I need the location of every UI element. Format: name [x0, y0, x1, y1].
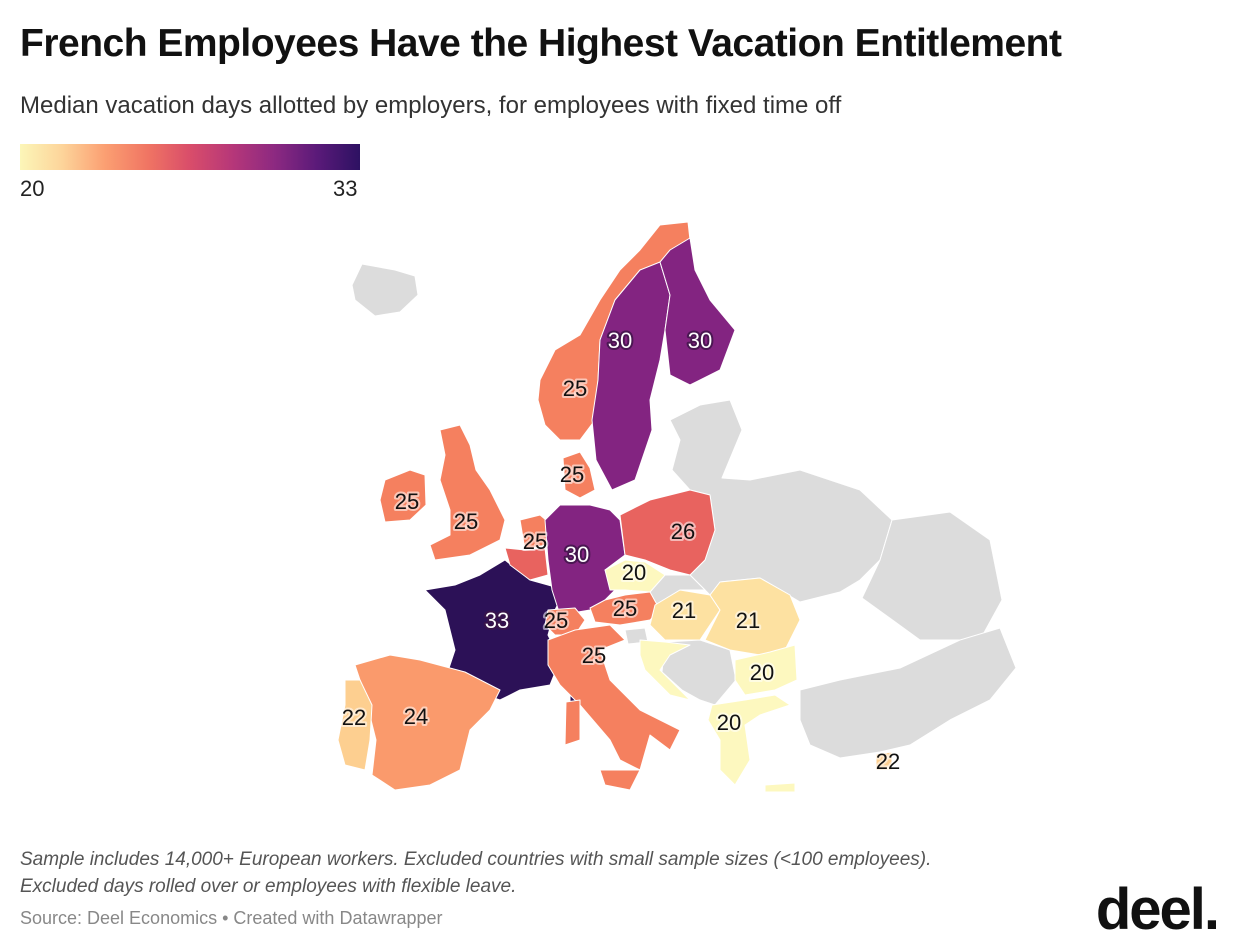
footnote-line-2: Excluded days rolled over or employees w… — [20, 876, 517, 897]
country-bulgaria — [734, 644, 798, 696]
value-label-germany: 30 — [565, 542, 589, 567]
value-label-bulgaria: 20 — [750, 660, 774, 685]
country-greece — [707, 694, 791, 786]
value-label-switzerland: 25 — [544, 608, 568, 633]
value-label-italy: 25 — [582, 643, 606, 668]
country-sweden — [591, 261, 671, 491]
value-label-greece: 20 — [717, 710, 741, 735]
country-italy — [599, 769, 641, 791]
country-portugal — [337, 679, 373, 771]
subtitle: Median vacation days allotted by employe… — [20, 92, 842, 119]
country-italy — [547, 624, 681, 771]
value-label-hungary: 21 — [672, 598, 696, 623]
country-united-kingdom — [429, 424, 506, 561]
country-italy — [564, 699, 581, 746]
country-hungary — [649, 589, 721, 641]
country-czechia — [604, 559, 666, 593]
value-label-netherlands: 25 — [523, 529, 547, 554]
country-poland — [619, 489, 716, 576]
legend-max-label: 33 — [333, 176, 358, 201]
color-legend-bar — [20, 144, 360, 170]
country-turkey — [799, 627, 1017, 759]
country-denmark — [562, 451, 596, 499]
footnote-line-1: Sample includes 14,000+ European workers… — [20, 849, 932, 870]
value-label-austria: 25 — [613, 596, 637, 621]
footnote: Sample includes 14,000+ European workers… — [20, 846, 931, 900]
legend-min-label: 20 — [20, 176, 45, 201]
country-cyprus — [875, 751, 893, 771]
value-label-norway: 25 — [563, 376, 587, 401]
value-label-romania: 21 — [736, 608, 760, 633]
country-iceland — [351, 263, 419, 317]
value-label-portugal: 22 — [342, 705, 366, 730]
value-label-spain: 24 — [404, 704, 428, 729]
value-label-sweden: 30 — [608, 328, 632, 353]
country-croatia — [639, 639, 691, 701]
country-finland — [659, 237, 736, 386]
value-label-poland: 26 — [671, 519, 695, 544]
value-label-united-kingdom: 25 — [454, 509, 478, 534]
source-credit: Source: Deel Economics • Created with Da… — [20, 908, 443, 928]
value-label-cyprus: 22 — [876, 749, 900, 774]
country-romania — [704, 577, 801, 656]
country-greece — [764, 782, 796, 793]
value-label-ireland: 25 — [395, 489, 419, 514]
deel-logo: deel. — [1095, 877, 1220, 942]
value-label-czechia: 20 — [622, 560, 646, 585]
value-label-france: 33 — [485, 608, 509, 633]
country-belgium — [504, 547, 549, 581]
country-ireland — [379, 469, 427, 523]
value-label-finland: 30 — [688, 328, 712, 353]
page-title: French Employees Have the Highest Vacati… — [20, 22, 1062, 65]
value-label-denmark: 25 — [560, 462, 584, 487]
